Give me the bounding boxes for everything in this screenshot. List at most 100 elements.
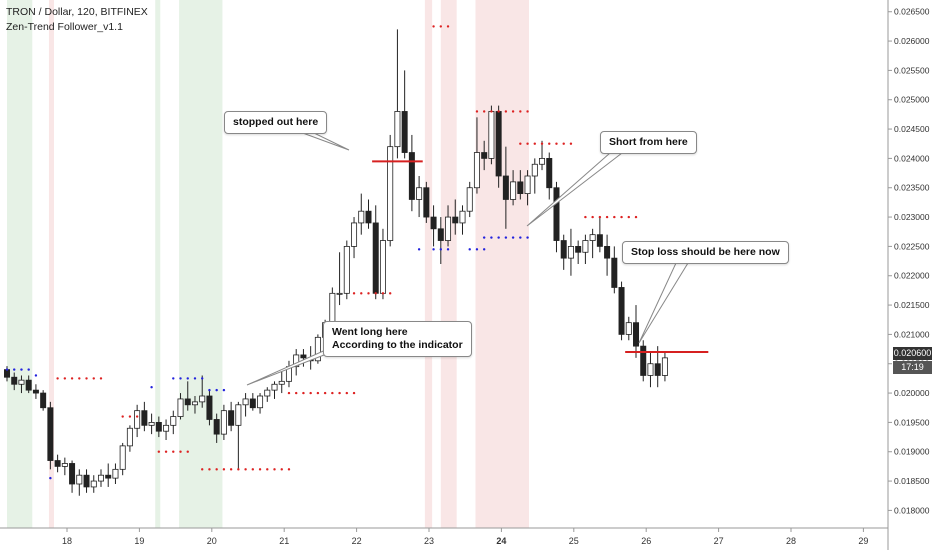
buy-signal-dot [193,377,197,380]
sell-signal-dot [555,142,558,145]
candle-body [300,354,307,359]
candle-body [235,404,242,426]
buy-signal-dot [519,236,522,239]
candle-body [32,389,39,394]
sell-signal-dot [273,468,276,471]
candle-body [141,410,148,426]
stopped-out-callout: stopped out here [224,111,328,134]
bull-zone [155,0,161,528]
candle-body [430,216,437,230]
candle-body [531,163,538,177]
buy-signal-dot [490,236,493,239]
sell-signal-dot [244,468,247,471]
sell-signal-dot [266,468,269,471]
candle-body [220,410,227,435]
sell-signal-dot [352,391,356,395]
candle-body [575,245,582,253]
stop-lines [372,160,709,353]
candle-body [278,380,285,385]
candle-body [481,152,488,159]
buy-signal-dot [475,248,479,251]
stopped-pointer [299,131,350,151]
sell-signal-dot [85,377,88,380]
candle-body [105,474,112,479]
last-price-badge: 0.020600 [893,347,932,360]
buy-signal-dot [526,236,529,239]
candle-body [18,379,25,385]
bull-zone [179,0,223,528]
sell-signal-dot [172,450,175,453]
candle-body [83,474,90,488]
sell-signal-dot [302,391,305,395]
sell-signal-dot [533,142,536,145]
sell-signal-dot [222,468,226,471]
indicator-note-text: According to the indicator [332,339,463,351]
buy-signal-dot [20,368,23,371]
price-tick-label: 0.018000 [894,505,930,515]
bear-zone [440,0,457,528]
candle-body [358,210,365,224]
price-tick-label: 0.020000 [894,388,930,398]
price-tick-label: 0.025500 [894,65,930,75]
candle-body [640,345,647,376]
sell-signal-dot [215,468,218,471]
sell-signal-dot [128,415,132,418]
candle-body [408,152,415,200]
candle-body [423,187,430,218]
time-tick-label: 29 [858,536,868,546]
candles [4,29,668,496]
sell-signal-dot [323,391,327,395]
stopped-out-text: stopped out here [233,116,319,128]
buy-signal-dot [27,368,30,371]
candle-body [596,234,603,247]
candle-body [618,287,625,335]
sell-signal-dot [620,215,623,219]
time-tick-label: 27 [714,536,724,546]
candle-body [69,463,76,485]
price-tick-label: 0.026000 [894,36,930,46]
candle-body [539,157,546,165]
candle-body [611,257,618,288]
buy-signal-dot [482,236,486,239]
went-long-callout: Went long here According to the indicato… [323,321,472,357]
candle-body [387,146,394,241]
sell-signal-dot [388,292,392,295]
sell-signal-dot [92,377,95,380]
sell-signal-dot [63,377,67,380]
candle-body [126,427,133,447]
candle-body [365,210,372,224]
sell-signal-dot [562,142,565,145]
candle-body [242,398,249,406]
time-tick-label: 28 [786,536,796,546]
candle-body [553,187,560,241]
sell-signal-dot [526,142,529,145]
candle-body [394,111,401,148]
price-tick-label: 0.024000 [894,153,930,163]
sell-signal-dot [316,391,320,395]
candle-body [372,222,379,294]
time-tick-label: 24 [496,536,506,546]
candle-body [589,234,596,241]
candle-body [488,111,495,159]
sell-signal-dot [475,110,479,113]
price-tick-label: 0.023000 [894,212,930,222]
buy-signal-dot [150,386,153,389]
stop-loss-callout: Stop loss should be here now [622,241,789,264]
candle-body [343,245,350,294]
time-tick-label: 26 [641,536,651,546]
price-tick-label: 0.026500 [894,7,930,17]
sell-signal-dot [446,25,450,28]
buy-signal-dot [5,368,9,371]
sell-signal-dot [157,450,161,453]
sell-signal-dot [251,468,255,471]
candle-body [517,181,524,195]
price-tick-label: 0.024500 [894,124,930,134]
candle-body [148,421,155,426]
sell-signal-dot [201,468,204,471]
bull-zone [7,0,33,528]
sell-signal-dot [519,110,522,113]
buy-signal-dot [34,374,38,377]
sell-signal-dot [360,292,363,295]
candle-body [213,419,220,435]
